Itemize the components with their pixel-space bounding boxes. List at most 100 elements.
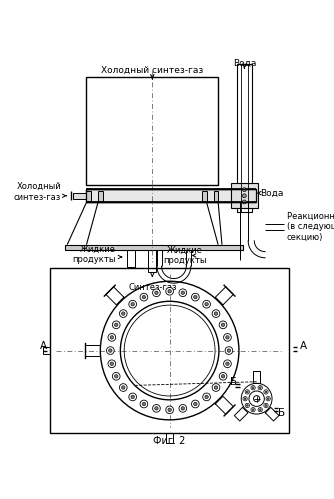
Circle shape xyxy=(227,349,231,352)
Circle shape xyxy=(153,289,160,296)
Circle shape xyxy=(142,295,146,299)
Text: Б: Б xyxy=(278,408,285,418)
Bar xyxy=(43,347,50,354)
Circle shape xyxy=(110,362,114,365)
Text: Жидкие
продукты: Жидкие продукты xyxy=(72,245,116,264)
Circle shape xyxy=(191,293,199,301)
Circle shape xyxy=(110,336,114,339)
Circle shape xyxy=(258,408,263,412)
Circle shape xyxy=(112,321,120,329)
Circle shape xyxy=(245,403,249,408)
Bar xyxy=(87,191,91,201)
Circle shape xyxy=(115,375,118,378)
Circle shape xyxy=(246,405,248,406)
Text: Фиг. 2: Фиг. 2 xyxy=(153,436,186,446)
Circle shape xyxy=(205,395,208,399)
Circle shape xyxy=(221,323,225,326)
Circle shape xyxy=(108,333,116,341)
Circle shape xyxy=(254,396,260,402)
Circle shape xyxy=(120,384,127,391)
Circle shape xyxy=(120,310,127,317)
Circle shape xyxy=(251,408,255,412)
Circle shape xyxy=(242,188,246,192)
Circle shape xyxy=(179,289,187,296)
Circle shape xyxy=(265,391,267,393)
Circle shape xyxy=(223,360,231,368)
Circle shape xyxy=(243,397,247,401)
Circle shape xyxy=(194,402,197,406)
Circle shape xyxy=(226,336,229,339)
Circle shape xyxy=(205,302,208,306)
Bar xyxy=(72,193,87,199)
Circle shape xyxy=(214,312,218,315)
Circle shape xyxy=(129,393,137,401)
Circle shape xyxy=(258,386,263,390)
Circle shape xyxy=(242,200,246,204)
Circle shape xyxy=(122,312,125,315)
Bar xyxy=(202,191,207,201)
Circle shape xyxy=(140,400,148,408)
Text: Реакционные газы
(в следующую
секцию): Реакционные газы (в следующую секцию) xyxy=(287,212,334,242)
Text: Холодный синтез-газ: Холодный синтез-газ xyxy=(101,65,203,74)
Circle shape xyxy=(203,393,210,401)
Circle shape xyxy=(203,300,210,308)
Bar xyxy=(237,64,252,213)
Text: А: А xyxy=(40,340,47,351)
Circle shape xyxy=(166,287,173,295)
Circle shape xyxy=(155,407,158,410)
Text: Синтез-газ: Синтез-газ xyxy=(128,283,177,292)
Circle shape xyxy=(251,386,255,390)
Circle shape xyxy=(122,386,125,389)
Circle shape xyxy=(249,391,264,406)
Bar xyxy=(87,189,256,202)
Circle shape xyxy=(225,347,233,354)
Circle shape xyxy=(129,300,137,308)
Circle shape xyxy=(181,291,185,294)
Circle shape xyxy=(168,408,171,412)
Circle shape xyxy=(266,397,270,401)
Bar xyxy=(231,183,258,209)
Bar xyxy=(166,433,173,443)
Circle shape xyxy=(166,406,173,414)
Circle shape xyxy=(267,398,269,400)
Circle shape xyxy=(242,194,246,198)
Text: Вода: Вода xyxy=(261,189,284,198)
Circle shape xyxy=(131,395,134,399)
Bar xyxy=(98,191,103,201)
Text: Холодный
синтез-газ: Холодный синтез-газ xyxy=(14,182,61,202)
Circle shape xyxy=(142,402,146,406)
Circle shape xyxy=(259,387,261,389)
Circle shape xyxy=(115,323,118,326)
Circle shape xyxy=(107,347,114,354)
Circle shape xyxy=(214,386,218,389)
Circle shape xyxy=(264,403,268,408)
Circle shape xyxy=(246,391,248,393)
Circle shape xyxy=(168,289,171,293)
Circle shape xyxy=(194,295,197,299)
Circle shape xyxy=(140,293,148,301)
Circle shape xyxy=(219,321,227,329)
Circle shape xyxy=(265,405,267,406)
Circle shape xyxy=(109,349,112,352)
Circle shape xyxy=(155,291,158,294)
Circle shape xyxy=(153,405,160,412)
Text: Вода: Вода xyxy=(233,58,256,67)
Circle shape xyxy=(223,333,231,341)
Circle shape xyxy=(212,384,220,391)
Circle shape xyxy=(245,390,249,394)
Circle shape xyxy=(241,383,272,414)
Circle shape xyxy=(191,400,199,408)
Circle shape xyxy=(179,405,187,412)
Circle shape xyxy=(131,302,134,306)
Bar xyxy=(148,250,156,271)
Bar xyxy=(87,77,218,186)
Circle shape xyxy=(221,375,225,378)
Circle shape xyxy=(112,372,120,380)
Circle shape xyxy=(244,398,246,400)
Text: А: А xyxy=(300,340,307,351)
Circle shape xyxy=(212,310,220,317)
Bar xyxy=(127,250,135,267)
Bar xyxy=(50,268,289,433)
Circle shape xyxy=(226,362,229,365)
Circle shape xyxy=(264,390,268,394)
